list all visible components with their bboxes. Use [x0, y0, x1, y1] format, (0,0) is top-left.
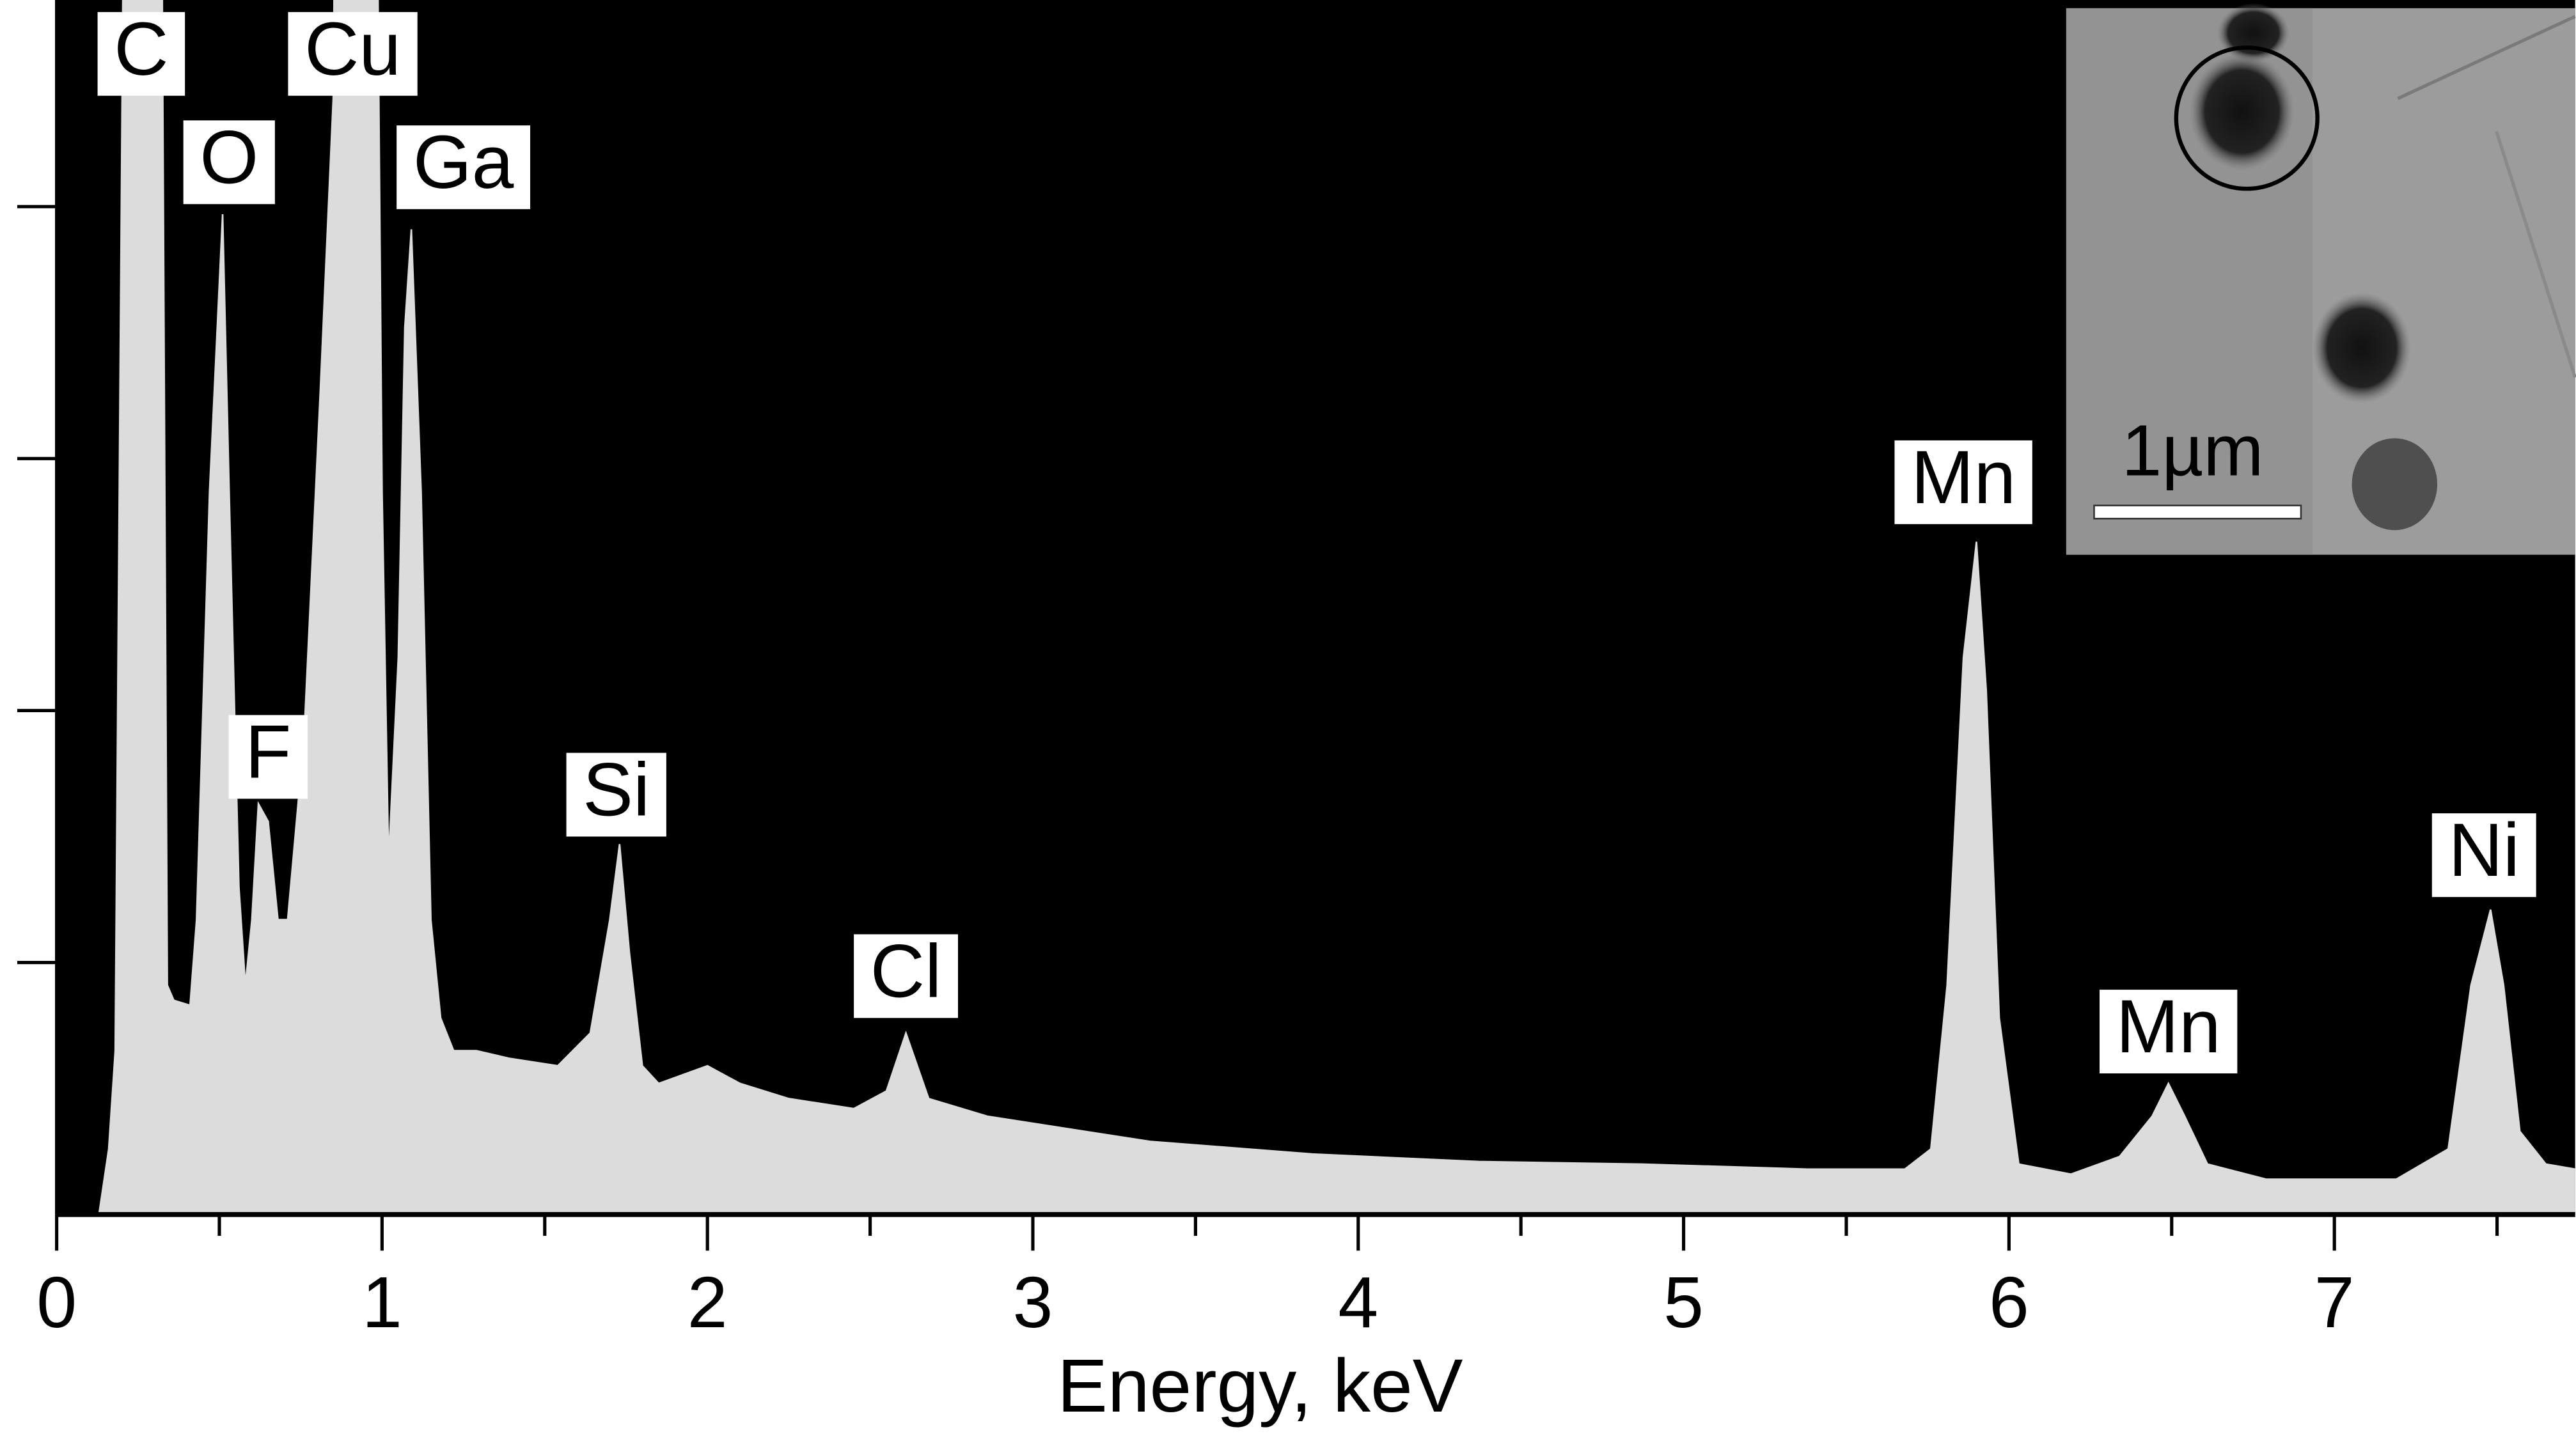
- peak-label: Ni: [2431, 808, 2536, 898]
- scale-label: 1µm: [2122, 410, 2264, 491]
- peak-label-box: [566, 752, 666, 837]
- inset-feature: [2397, 15, 2576, 100]
- inset-circle: [2174, 45, 2320, 191]
- peak-label: Ga: [397, 120, 531, 210]
- peak-label-text: F: [245, 710, 291, 794]
- peak-label-text: Mn: [2116, 985, 2221, 1069]
- inset-feature: [2495, 130, 2576, 378]
- peak-label-text: Cu: [304, 7, 401, 91]
- peak-label-text: Ni: [2448, 808, 2520, 892]
- x-tick-label: 4: [1338, 1262, 1378, 1343]
- peak-label-box: [288, 12, 418, 96]
- peak-label: C: [97, 7, 185, 96]
- x-axis-label: Energy, keV: [1057, 1344, 1463, 1428]
- x-tick-label: 2: [687, 1262, 728, 1343]
- x-tick-label: 6: [1989, 1262, 2029, 1343]
- peak-label: Mn: [2100, 985, 2238, 1074]
- peak-label-text: Mn: [1911, 435, 2016, 520]
- inset-particle: [2189, 52, 2295, 171]
- inset-image: 1µm: [2066, 3, 2576, 555]
- peak-label: Cu: [288, 7, 418, 96]
- inset-particle: [2312, 292, 2411, 404]
- x-tick-label: 3: [1013, 1262, 1053, 1343]
- peak-label: Cl: [854, 929, 958, 1018]
- peak-label: O: [183, 115, 275, 205]
- peak-label-text: Si: [583, 748, 650, 832]
- peak-label-box: [2100, 990, 2238, 1074]
- peak-label-box: [183, 120, 275, 205]
- peak-label-box: [397, 125, 531, 210]
- peak-label-text: O: [200, 115, 258, 199]
- peak-label: Mn: [1894, 435, 2032, 524]
- peak-label-text: C: [114, 7, 168, 91]
- x-tick-label: 0: [36, 1262, 77, 1343]
- spectrum-area: [98, 0, 2575, 1215]
- x-tick-label: 5: [1663, 1262, 1704, 1343]
- x-tick-label: 1: [362, 1262, 402, 1343]
- peak-label-text: Cl: [870, 929, 942, 1013]
- peak-label-box: [228, 715, 308, 799]
- peak-label-box: [854, 934, 958, 1018]
- peak-label-box: [1894, 440, 2032, 524]
- peak-label: F: [228, 710, 308, 799]
- scale-bar: [2093, 504, 2302, 520]
- peak-label: Si: [566, 748, 666, 837]
- x-tick-label: 7: [2314, 1262, 2355, 1343]
- inset-particle: [2352, 438, 2438, 531]
- peak-label-box: [2431, 813, 2536, 898]
- peak-label-box: [97, 12, 185, 96]
- peak-label-text: Ga: [413, 120, 514, 205]
